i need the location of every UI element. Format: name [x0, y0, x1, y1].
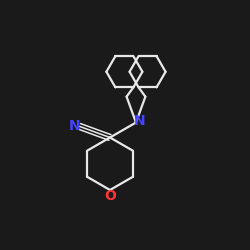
Text: N: N	[69, 120, 81, 134]
Text: O: O	[104, 189, 116, 203]
Text: N: N	[134, 114, 145, 128]
